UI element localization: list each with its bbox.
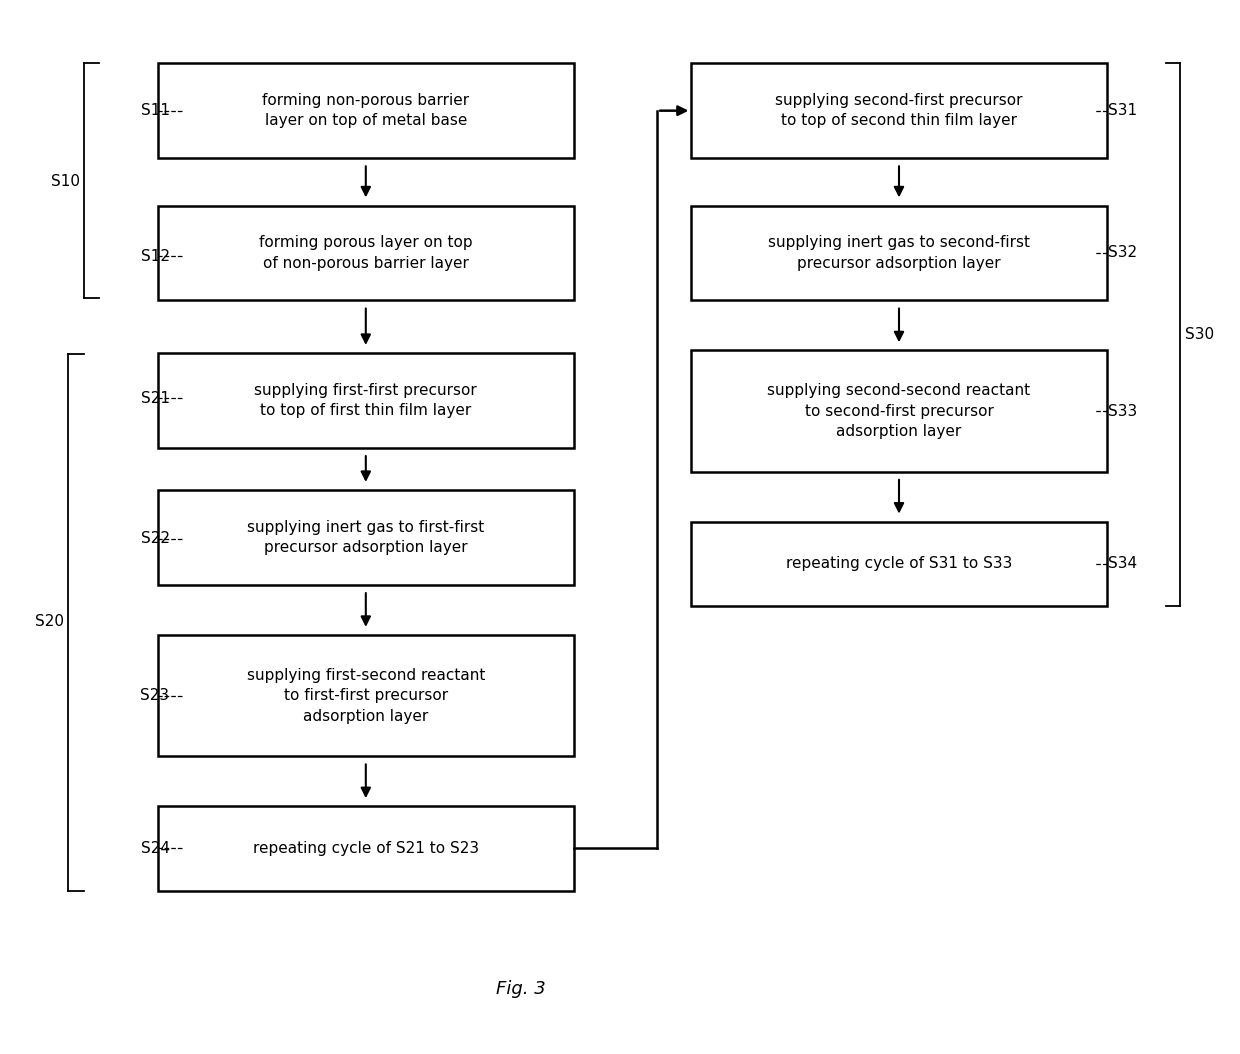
Text: supplying inert gas to first-first
precursor adsorption layer: supplying inert gas to first-first precu… bbox=[247, 520, 485, 555]
Text: supplying inert gas to second-first
precursor adsorption layer: supplying inert gas to second-first prec… bbox=[768, 235, 1030, 271]
FancyBboxPatch shape bbox=[692, 350, 1107, 472]
FancyBboxPatch shape bbox=[157, 353, 573, 448]
Text: S24: S24 bbox=[140, 841, 170, 856]
Text: repeating cycle of S31 to S33: repeating cycle of S31 to S33 bbox=[786, 557, 1012, 571]
FancyBboxPatch shape bbox=[157, 806, 573, 891]
Text: S32: S32 bbox=[1107, 246, 1137, 260]
Text: S33: S33 bbox=[1107, 404, 1137, 418]
Text: S22: S22 bbox=[140, 531, 170, 546]
Text: repeating cycle of S21 to S23: repeating cycle of S21 to S23 bbox=[253, 841, 479, 856]
Text: supplying second-first precursor
to top of second thin film layer: supplying second-first precursor to top … bbox=[775, 93, 1023, 129]
Text: S30: S30 bbox=[1184, 327, 1214, 341]
Text: forming porous layer on top
of non-porous barrier layer: forming porous layer on top of non-porou… bbox=[259, 235, 472, 271]
Text: supplying first-second reactant
to first-first precursor
adsorption layer: supplying first-second reactant to first… bbox=[247, 668, 485, 723]
FancyBboxPatch shape bbox=[692, 206, 1107, 300]
FancyBboxPatch shape bbox=[692, 522, 1107, 606]
Text: forming non-porous barrier
layer on top of metal base: forming non-porous barrier layer on top … bbox=[262, 93, 470, 129]
Text: S20: S20 bbox=[35, 614, 64, 629]
FancyBboxPatch shape bbox=[157, 635, 573, 757]
FancyBboxPatch shape bbox=[692, 63, 1107, 158]
Text: S23: S23 bbox=[140, 688, 170, 703]
Text: S11: S11 bbox=[140, 103, 170, 118]
Text: supplying second-second reactant
to second-first precursor
adsorption layer: supplying second-second reactant to seco… bbox=[768, 384, 1030, 438]
Text: S21: S21 bbox=[140, 391, 170, 406]
Text: S12: S12 bbox=[140, 249, 170, 264]
Text: S31: S31 bbox=[1107, 103, 1137, 118]
Text: S34: S34 bbox=[1107, 557, 1137, 571]
FancyBboxPatch shape bbox=[157, 206, 573, 300]
Text: Fig. 3: Fig. 3 bbox=[496, 979, 546, 998]
Text: supplying first-first precursor
to top of first thin film layer: supplying first-first precursor to top o… bbox=[254, 383, 477, 418]
FancyBboxPatch shape bbox=[157, 490, 573, 585]
FancyBboxPatch shape bbox=[157, 63, 573, 158]
Text: S10: S10 bbox=[51, 174, 81, 189]
